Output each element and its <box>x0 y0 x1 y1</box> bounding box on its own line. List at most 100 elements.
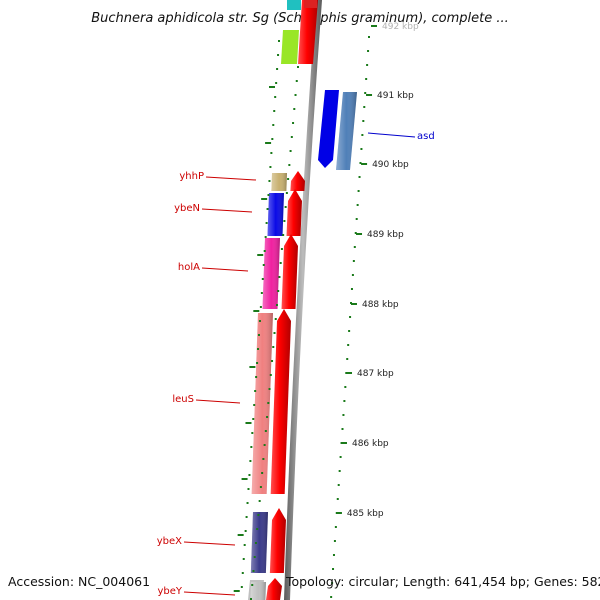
scale-dot <box>346 358 349 360</box>
gene-arrow-holA[interactable] <box>281 234 298 309</box>
scale-dot <box>365 78 368 80</box>
scale-dot <box>279 262 282 264</box>
major-tick <box>371 25 377 27</box>
scale-dash <box>249 366 256 368</box>
accession-text: Accession: NC_004061 <box>8 574 150 589</box>
scale-dot <box>343 400 346 402</box>
scale-dash <box>253 310 260 312</box>
label-leader-line <box>183 541 236 546</box>
tick-label: 488 kbp <box>362 300 399 310</box>
scale-dot <box>251 432 254 434</box>
gene-arrow-leuS[interactable] <box>270 309 291 494</box>
scale-dot <box>278 40 280 42</box>
major-tick <box>350 303 357 305</box>
scale-dot <box>245 516 248 518</box>
scale-dot <box>270 152 273 154</box>
scale-dot <box>261 278 264 280</box>
scale-dot <box>263 444 266 446</box>
scale-dot <box>361 134 364 136</box>
scale-dot <box>283 220 286 222</box>
scale-dot <box>269 166 272 168</box>
tick-label: 490 kbp <box>372 160 409 170</box>
scale-dot <box>347 344 350 346</box>
scale-dot <box>332 554 335 556</box>
left-gene-track: yhhP ybeN holA leuS ybeX ybeY <box>157 171 305 600</box>
scale-dot <box>262 264 265 266</box>
major-tick <box>361 163 368 165</box>
gene-label-ybeY[interactable]: ybeY <box>157 586 182 597</box>
gene-block-shade <box>267 193 284 236</box>
scale-dot <box>359 162 362 164</box>
scale-dot <box>269 374 272 376</box>
scale-dot <box>263 250 266 252</box>
label-leader-line <box>205 176 257 181</box>
major-tick <box>356 233 363 235</box>
gene-arrow-asd[interactable] <box>318 90 339 168</box>
scale-dot <box>247 488 250 490</box>
label-leader-line <box>195 399 241 404</box>
scale-dot <box>250 598 252 600</box>
top-partial-blocks <box>281 0 318 64</box>
scale-dash <box>257 254 264 256</box>
gene-label-ybeN[interactable]: ybeN <box>174 203 200 214</box>
scale-dot <box>341 428 344 430</box>
gene-label-yhhP[interactable]: yhhP <box>179 171 204 182</box>
scale-dot <box>265 222 268 224</box>
scale-dot <box>331 582 334 584</box>
scale-dot <box>244 530 247 532</box>
scale-dot <box>273 332 276 334</box>
scale-dot <box>272 346 275 348</box>
gene-label-asd[interactable]: asd <box>417 131 435 142</box>
gene-label-holA[interactable]: holA <box>178 262 200 273</box>
scale-dot <box>275 304 278 306</box>
tick-label: 491 kbp <box>377 91 414 101</box>
gene-label-leuS[interactable]: leuS <box>172 394 194 405</box>
scale-dot <box>274 96 277 98</box>
scale-dot <box>253 556 256 558</box>
scale-dot <box>290 136 293 138</box>
scale-dot <box>243 544 246 546</box>
scale-dot <box>358 176 361 178</box>
tick-label: 492 kbp <box>382 22 419 32</box>
scale-dot <box>349 316 352 318</box>
label-leader-line <box>183 591 236 596</box>
scale-dot <box>252 418 255 420</box>
scale-dash <box>241 478 248 480</box>
scale-dot <box>360 148 363 150</box>
scale-dot <box>355 218 358 220</box>
gene-arrow-ybeX[interactable] <box>269 508 286 573</box>
scale-dot <box>352 260 355 262</box>
scale-dot <box>333 540 336 542</box>
scale-dash <box>261 198 268 200</box>
scale-dot <box>292 122 295 124</box>
scale-dot <box>271 360 274 362</box>
map-title: Buchnera aphidicola str. Sg (Schizaphis … <box>91 11 509 26</box>
summary-text: Topology: circular; Length: 641,454 bp; … <box>285 574 600 589</box>
label-leader-line <box>367 132 416 138</box>
scale-dots <box>233 36 370 600</box>
gene-arrow-ybeN[interactable] <box>286 189 302 236</box>
scale-dot <box>241 572 244 574</box>
scale-dash <box>265 142 272 144</box>
scale-dot <box>257 348 260 350</box>
scale-dash <box>269 86 275 88</box>
label-leader-line <box>201 267 249 272</box>
scale-dot <box>288 164 291 166</box>
gene-label-ybeX[interactable]: ybeX <box>157 536 182 547</box>
major-tick <box>335 512 342 514</box>
scale-dot <box>363 106 366 108</box>
gene-block-shade <box>336 92 357 170</box>
scale-dot <box>250 446 253 448</box>
scale-dot <box>280 248 283 250</box>
major-tick <box>340 442 347 444</box>
scale-dot <box>268 388 271 390</box>
scale-dot <box>362 120 365 122</box>
gene-arrow-yhhP[interactable] <box>290 171 305 191</box>
scale-dot <box>271 138 274 140</box>
scale-dot <box>366 64 369 66</box>
scale-dot <box>354 232 357 234</box>
tick-label: 486 kbp <box>352 439 389 449</box>
scale-dot <box>267 194 270 196</box>
scale-dot <box>367 50 370 52</box>
